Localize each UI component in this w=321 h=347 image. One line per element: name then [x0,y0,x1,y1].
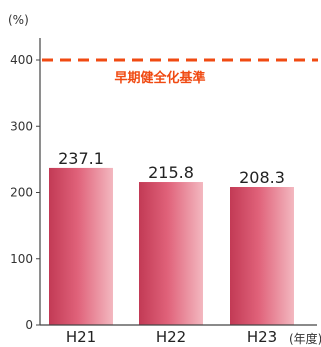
x-category-label: H21 [66,328,96,346]
bar-value-label: 237.1 [58,149,104,168]
y-tick-label: 300 [10,119,33,133]
x-category-label: H22 [156,328,186,346]
reference-line-label: 早期健全化基準 [114,70,205,86]
y-axis-unit: (%) [8,13,29,27]
bar-value-label: 215.8 [148,163,194,182]
x-axis-unit: (年度) [289,331,321,346]
bar-value-label: 208.3 [239,168,285,187]
bar-h23 [230,187,294,325]
bar-h21 [49,167,113,325]
y-tick-label: 100 [10,252,33,266]
y-tick-label: 200 [10,186,33,200]
x-category-label: H23 [247,328,277,346]
y-tick-label: 400 [10,53,33,67]
bar-h22 [139,182,203,325]
y-tick-label: 0 [25,318,33,332]
